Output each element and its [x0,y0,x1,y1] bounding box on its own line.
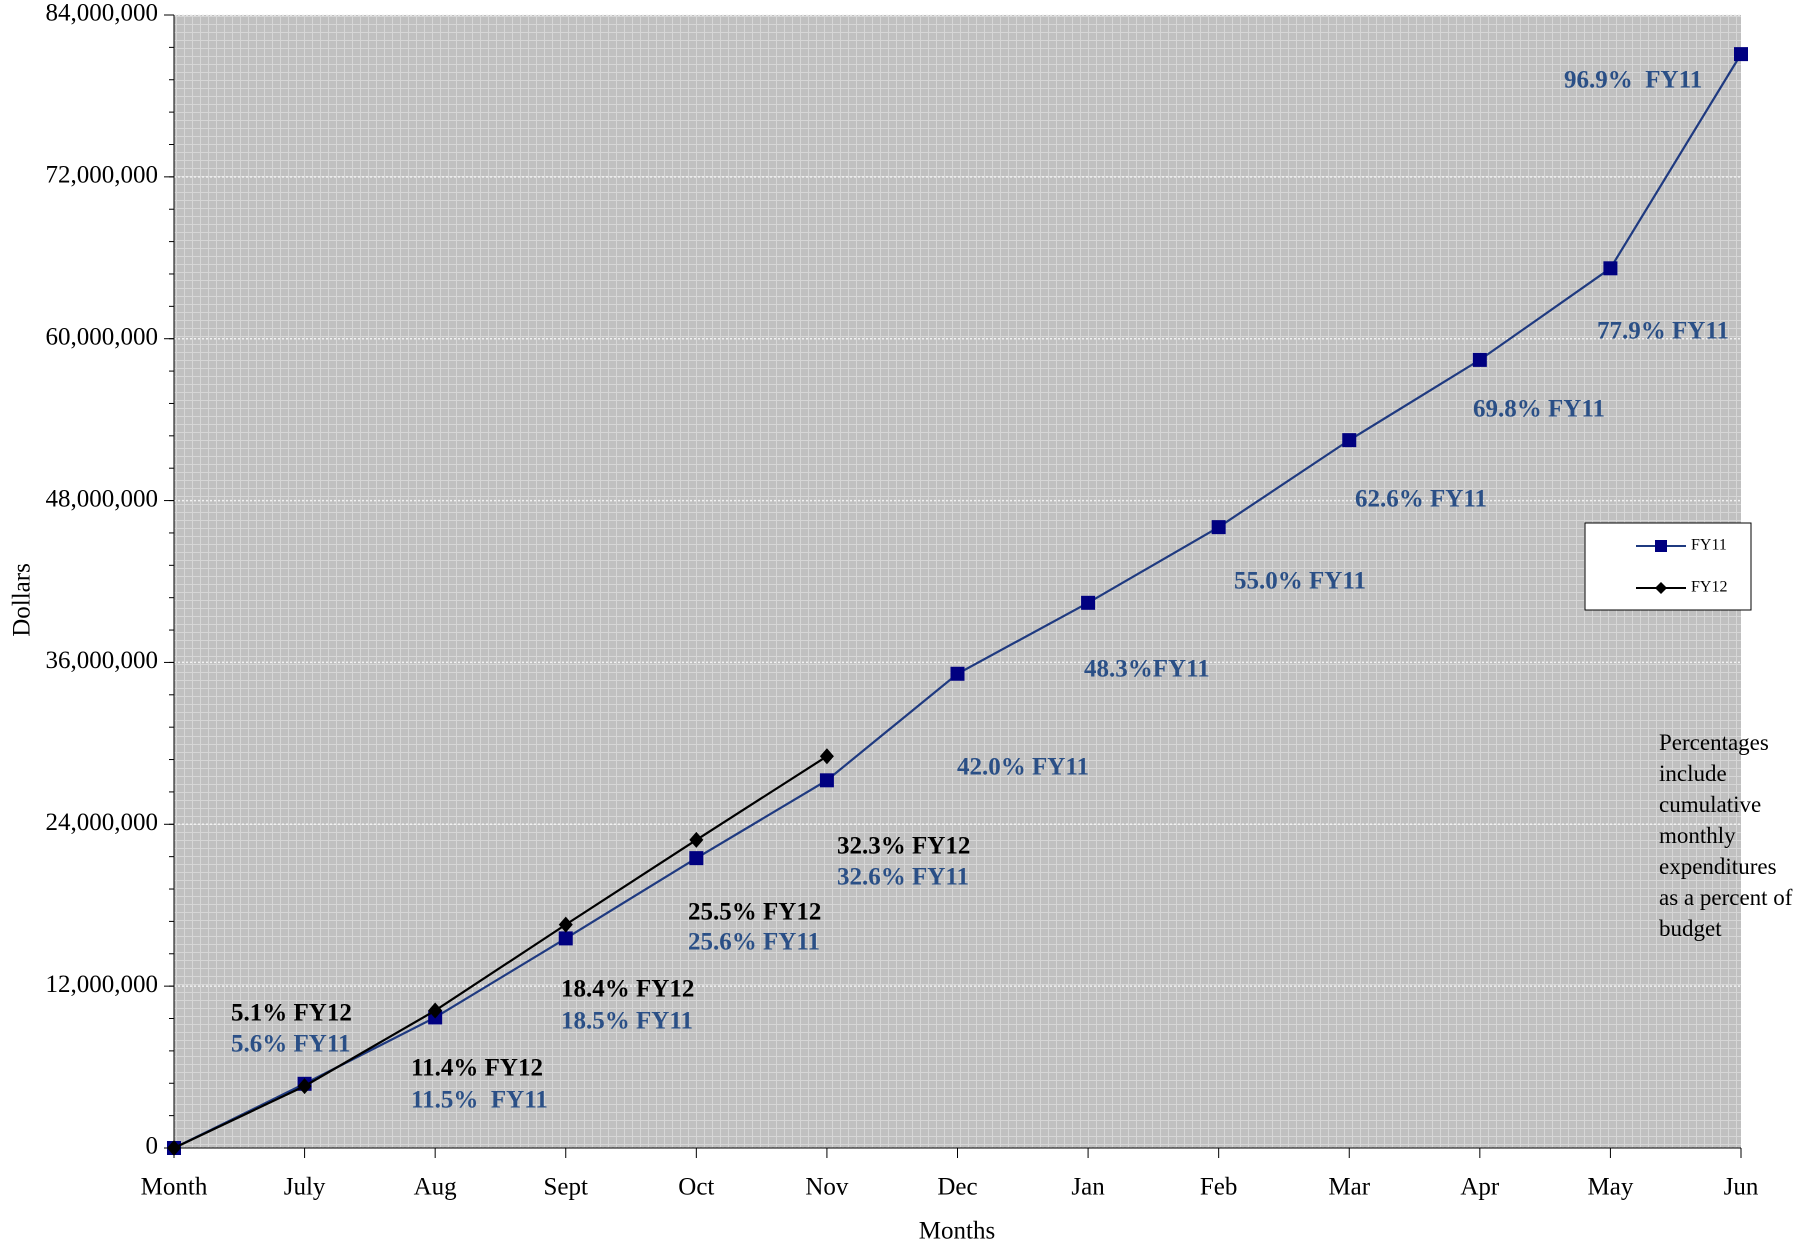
series-line [173,755,828,1149]
y-tick-label: 84,000,000 [46,0,159,27]
y-tick-label: 0 [146,1133,159,1160]
annotation: 32.6% FY11 [837,864,969,891]
legend-box [1584,522,1752,611]
annotation: 18.5% FY11 [561,1008,693,1035]
annotation: 62.6% FY11 [1355,486,1487,513]
annotation: 55.0% FY11 [1234,568,1366,595]
annotation: 5.6% FY11 [231,1031,350,1058]
marker [950,666,965,681]
plot-background [174,15,1741,1148]
annotation: 42.0% FY11 [957,754,1089,781]
y-tick-label: 24,000,000 [46,809,159,836]
x-tick-label: Nov [805,1174,849,1201]
annotation: 96.9% FY11 [1564,67,1702,94]
marker [1342,433,1357,448]
x-tick-label: Sept [544,1174,589,1201]
marker [1211,520,1226,535]
y-tick-label: 60,000,000 [46,323,159,350]
annotation: 77.9% FY11 [1597,318,1729,345]
legend-label: FY11 [1691,537,1727,554]
x-tick-label: Month [141,1174,208,1201]
x-tick-label: Aug [414,1174,458,1201]
marker [689,851,704,866]
annotation: 11.5% FY11 [411,1087,548,1114]
marker [297,1078,312,1095]
marker [819,748,834,765]
legend-marker [1655,540,1667,552]
x-tick-label: Mar [1328,1174,1370,1201]
marker [689,831,704,848]
marker [558,931,573,946]
y-axis-title: Dollars [9,563,36,637]
y-tick-label: 72,000,000 [46,162,159,189]
x-tick-label: Dec [937,1174,977,1201]
x-tick-label: Feb [1200,1174,1238,1201]
legend-marker [1655,582,1667,594]
annotation: 25.6% FY11 [688,929,820,956]
x-axis-title: Months [919,1218,995,1243]
annotation: 69.8% FY11 [1473,396,1605,423]
annotation: 5.1% FY12 [231,1000,352,1027]
marker [558,916,573,933]
annotation: 18.4% FY12 [561,976,694,1003]
annotation: 11.4% FY12 [411,1055,543,1082]
x-tick-label: Jan [1071,1174,1105,1201]
x-tick-label: Apr [1460,1174,1500,1201]
annotation: 48.3%FY11 [1084,656,1210,683]
x-tick-label: Oct [678,1174,714,1201]
y-tick-label: 36,000,000 [46,647,159,674]
x-tick-label: May [1588,1174,1634,1201]
y-tick-label: 12,000,000 [46,971,159,998]
legend-label: FY12 [1691,579,1727,596]
marker [1472,352,1487,367]
marker [819,773,834,788]
marker [1734,47,1748,62]
x-tick-label: July [284,1174,326,1201]
y-tick-label: 48,000,000 [46,485,159,512]
note: Percentages include cumulative monthly e… [1659,730,1793,941]
marker [428,1002,443,1019]
marker [167,1140,181,1156]
annotation: 25.5% FY12 [688,899,821,926]
annotation: 32.3% FY12 [837,833,970,860]
marker [1603,261,1618,276]
marker [1081,595,1096,610]
x-tick-label: Jun [1724,1174,1759,1201]
